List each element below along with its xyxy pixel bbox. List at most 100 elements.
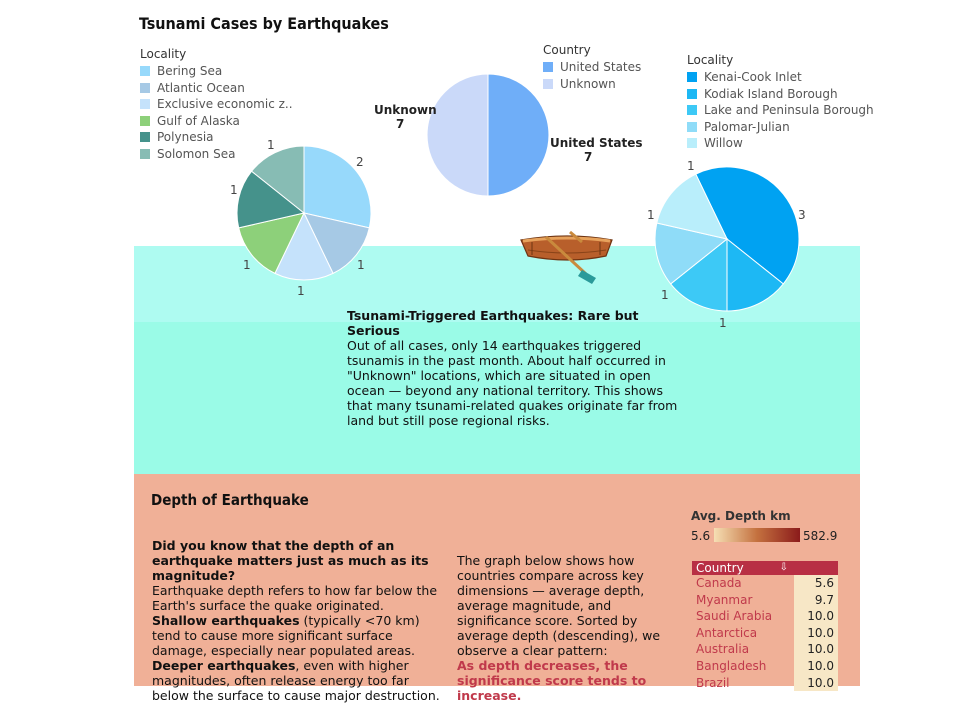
depth-question: Did you know that the depth of an earthq… — [152, 538, 429, 583]
unknown-value: 7 — [396, 117, 405, 131]
table-cell-avg-depth: 10.0 — [794, 657, 838, 675]
pie-chart-locality-right — [654, 166, 800, 312]
legend-locality-right: Locality Kenai-Cook Inlet Kodiak Island B… — [687, 53, 874, 152]
legend-swatch — [140, 115, 150, 126]
pie-left-slice[interactable] — [274, 211, 334, 281]
legend-swatch — [140, 148, 150, 159]
pie-right-slice[interactable] — [669, 237, 728, 312]
legend-left-item[interactable]: Polynesia — [140, 129, 293, 146]
legend-country-item[interactable]: United States — [543, 59, 641, 76]
legend-right-item[interactable]: Willow — [687, 135, 874, 152]
table-cell-avg-depth: 10.0 — [794, 624, 838, 642]
legend-left-item[interactable]: Gulf of Alaska — [140, 113, 293, 130]
pie-left-label-polynesia: 1 — [230, 183, 238, 197]
table-cell-country: Saudi Arabia — [696, 609, 773, 624]
page-title: Tsunami Cases by Earthquakes — [139, 14, 389, 33]
table-row[interactable]: Myanmar 9.7 — [692, 591, 838, 609]
table-row[interactable]: Australia 10.0 — [692, 641, 838, 658]
pie-charts-layer — [236, 73, 800, 312]
pie-left-slice[interactable] — [303, 145, 372, 229]
depth-explanation-part2: (typically <70 km) tend to cause more si… — [152, 613, 420, 658]
pie-country-slice[interactable] — [487, 73, 550, 197]
depth-explanation: Earthquake depth refers to how far below… — [152, 583, 442, 703]
tsunami-note-heading: Tsunami-Triggered Earthquakes: Rare but … — [347, 308, 639, 338]
table-cell-country: Canada — [696, 576, 742, 590]
legend-label: Lake and Peninsula Borough — [704, 103, 874, 118]
country-depth-table: Country ⇩ Canada 5.6 Myanmar 9.7 Saudi Arabi… — [692, 561, 838, 692]
legend-label: Solomon Sea — [157, 146, 236, 161]
legend-left-item[interactable]: Exclusive economic z.. — [140, 96, 293, 113]
pie-left-slice[interactable] — [303, 212, 370, 275]
legend-label: Exclusive economic z.. — [157, 97, 293, 112]
pie-left-label-atlantic: 1 — [357, 258, 365, 272]
legend-right-item[interactable]: Kodiak Island Borough — [687, 86, 874, 103]
legend-swatch — [687, 105, 697, 116]
legend-label: Gulf of Alaska — [157, 113, 240, 128]
legend-left-item[interactable]: Solomon Sea — [140, 146, 293, 163]
legend-swatch — [687, 88, 697, 99]
legend-country-item[interactable]: Unknown — [543, 76, 641, 93]
legend-label: Unknown — [560, 76, 616, 91]
table-cell-avg-depth: 9.7 — [794, 591, 838, 609]
pie-right-slice[interactable] — [654, 222, 729, 285]
legend-swatch — [140, 132, 150, 143]
pie-right-label-kodiak: 1 — [719, 316, 727, 330]
pie-chart-locality-left — [236, 145, 372, 281]
table-cell-country: Myanmar — [696, 592, 753, 607]
legend-swatch — [687, 121, 697, 132]
legend-left-item[interactable]: Atlantic Ocean — [140, 80, 293, 97]
pie-country-slice[interactable] — [426, 73, 489, 197]
avg-depth-legend-title: Avg. Depth km — [691, 509, 791, 523]
legend-swatch — [543, 62, 553, 73]
avg-depth-min: 5.6 — [691, 529, 711, 543]
tsunami-note: Tsunami-Triggered Earthquakes: Rare but … — [347, 308, 682, 428]
legend-swatch — [140, 82, 150, 93]
table-cell-avg-depth: 10.0 — [794, 641, 838, 658]
legend-label: United States — [560, 60, 642, 75]
pie-right-slice[interactable] — [726, 237, 784, 312]
depth-section-title: Depth of Earthquake — [151, 491, 309, 509]
depth-section-background — [134, 474, 860, 686]
table-row[interactable]: Bangladesh 10.0 — [692, 657, 838, 675]
table-row[interactable]: Canada 5.6 — [692, 575, 838, 592]
table-row[interactable]: Antarctica 10.0 — [692, 624, 838, 642]
pie-right-label-willow: 1 — [687, 159, 695, 173]
pie-right-label-palomar: 1 — [647, 208, 655, 222]
legend-left-item[interactable]: Bering Sea — [140, 63, 293, 80]
legend-label: Palomar-Julian — [704, 119, 790, 134]
legend-country: Country United States Unknown — [543, 43, 641, 92]
table-header[interactable]: Country ⇩ — [692, 561, 838, 575]
rowboat-icon — [520, 230, 613, 284]
pie-left-label-bering: 2 — [356, 155, 364, 169]
pie-left-slice[interactable] — [238, 212, 305, 275]
pie-left-label-eez: 1 — [297, 284, 305, 298]
deeper-earthquakes-term: Deeper earthquakes — [152, 658, 296, 673]
legend-right-item[interactable]: Lake and Peninsula Borough — [687, 102, 874, 119]
legend-right-item[interactable]: Kenai-Cook Inlet — [687, 69, 874, 86]
avg-depth-max: 582.9 — [803, 529, 838, 543]
legend-right-item[interactable]: Palomar-Julian — [687, 119, 874, 136]
table-row[interactable]: Saudi Arabia 10.0 — [692, 608, 838, 625]
pie-left-label-gulf: 1 — [243, 258, 251, 272]
table-cell-country: Australia — [696, 642, 750, 657]
table-row[interactable]: Brazil 10.0 — [692, 674, 838, 692]
pie-right-slice[interactable] — [695, 166, 800, 285]
tsunami-note-body: Out of all cases, only 14 earthquakes tr… — [347, 338, 678, 428]
pie-left-label-solomon: 1 — [267, 138, 275, 152]
sort-icon[interactable]: ⇩ — [779, 562, 788, 573]
legend-swatch — [543, 78, 553, 89]
legend-label: Willow — [704, 136, 743, 151]
table-cell-country: Bangladesh — [696, 658, 767, 673]
legend-label: Kenai-Cook Inlet — [704, 70, 802, 85]
pie-right-label-kenai: 3 — [798, 208, 806, 222]
legend-label: Bering Sea — [157, 64, 223, 79]
pie-right-slice[interactable] — [656, 173, 728, 240]
pie-country-unknown-label: Unknown 7 — [374, 103, 437, 131]
depth-graph-highlight: As depth decreases, the significance sco… — [457, 658, 647, 703]
water-band-bottom — [134, 322, 860, 474]
legend-locality-left: Locality Bering Sea Atlantic Ocean Exclusi… — [140, 47, 293, 162]
legend-label: Polynesia — [157, 130, 214, 145]
pie-left-slice[interactable] — [250, 145, 305, 215]
pie-left-slice[interactable] — [236, 170, 306, 229]
depth-graph-intro: The graph below shows how countries comp… — [457, 553, 661, 658]
